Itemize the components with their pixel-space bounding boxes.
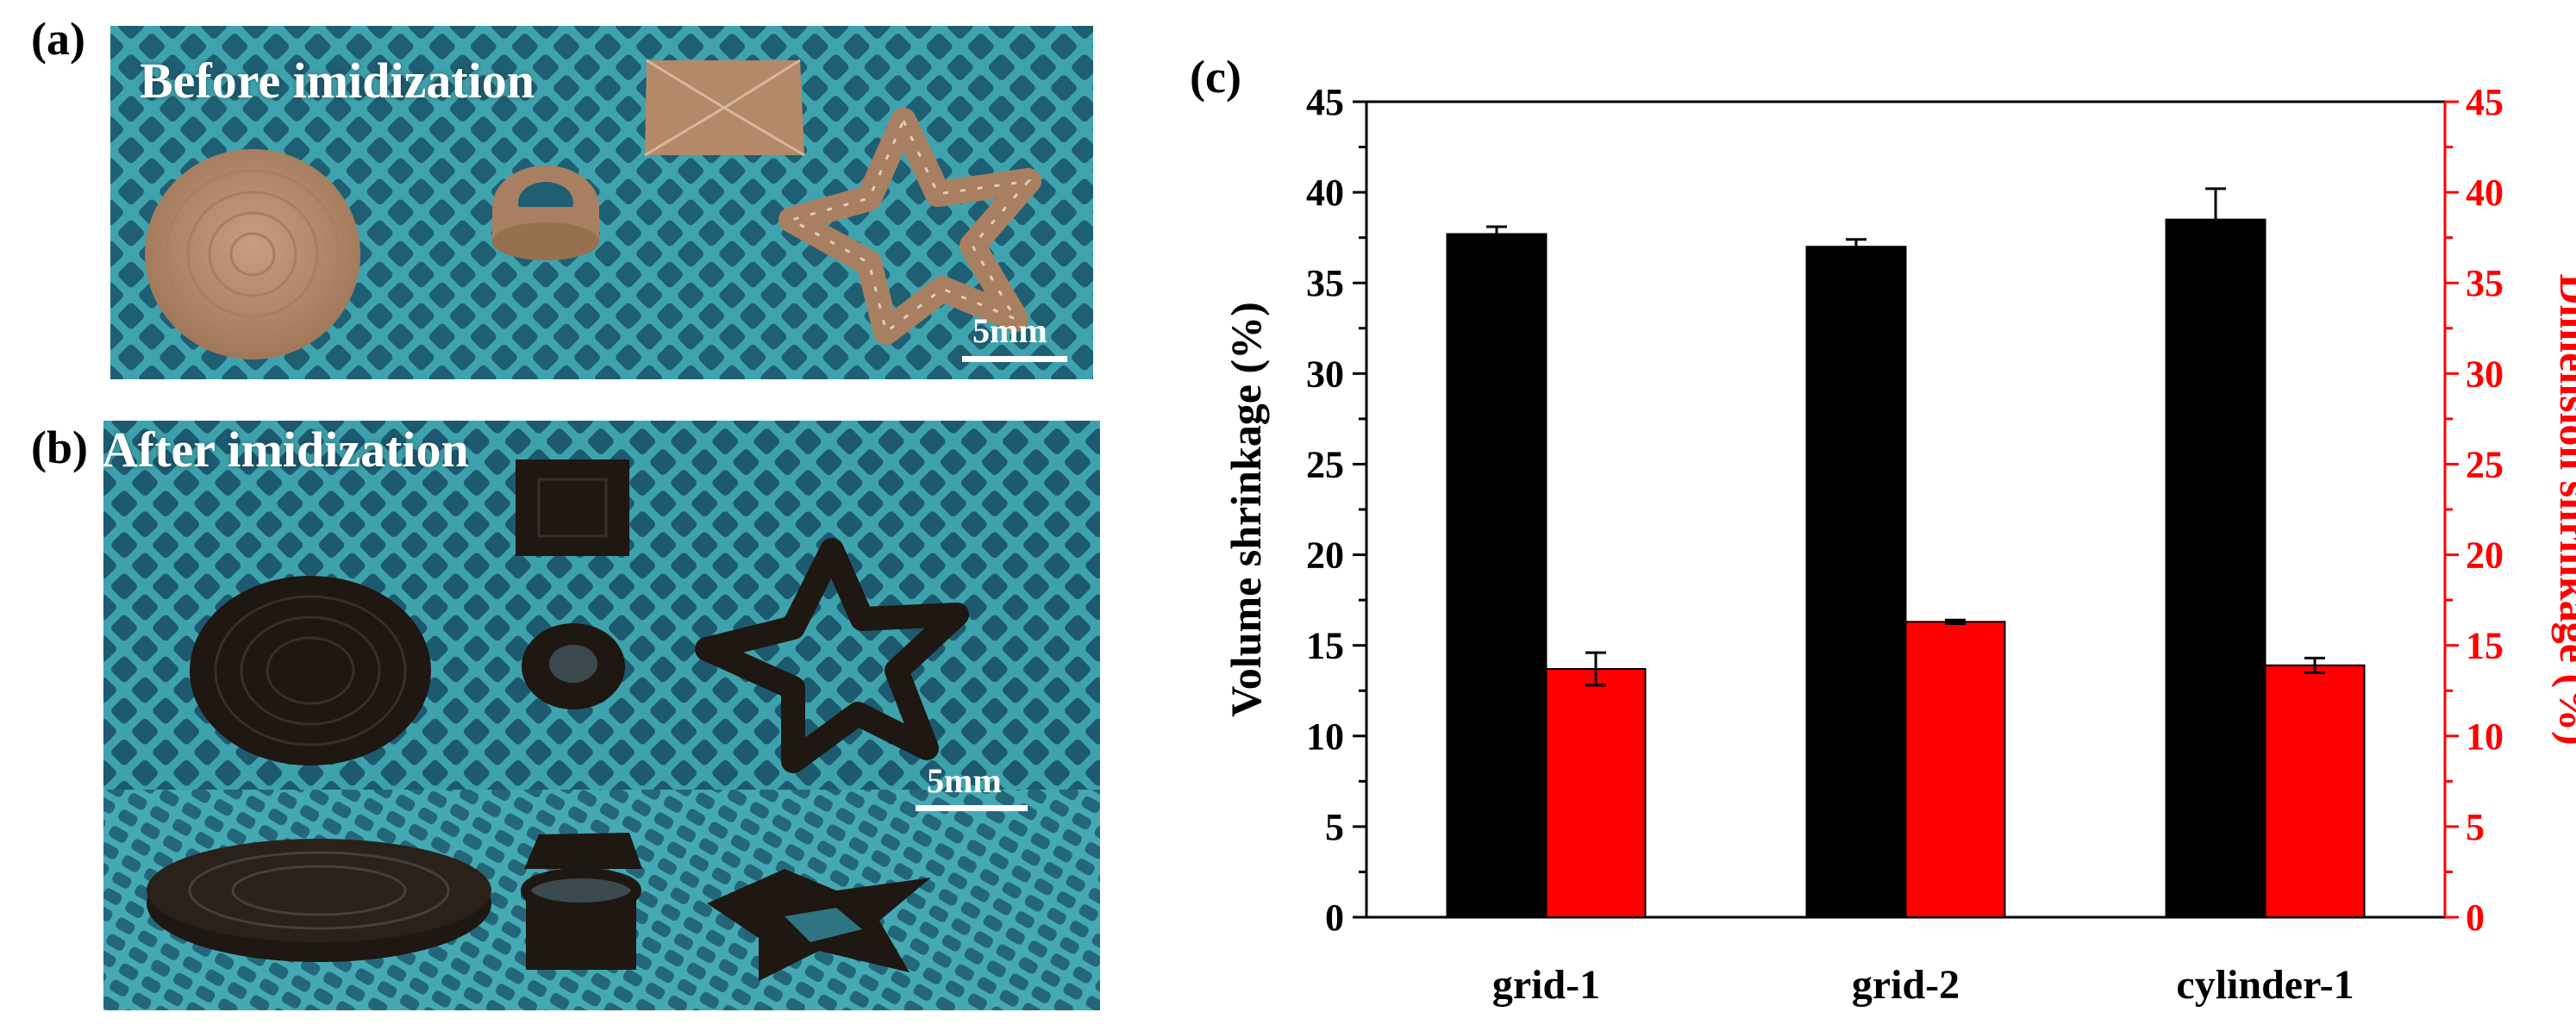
right-tick-label: 15 bbox=[2466, 625, 2504, 667]
pyramid-object-after-top bbox=[516, 459, 629, 556]
right-tick-label: 10 bbox=[2466, 715, 2504, 758]
right-tick-label: 35 bbox=[2466, 262, 2504, 304]
star-object-after-top bbox=[695, 538, 969, 773]
scale-bar-after bbox=[916, 805, 1028, 811]
bar-volume-shrinkage-grid-2 bbox=[1805, 246, 1907, 918]
panel-b-label: (b) bbox=[31, 422, 88, 473]
bar-dimension-shrinkage-grid-2 bbox=[1904, 621, 2006, 918]
star-object-before bbox=[778, 108, 1041, 345]
category-label-cylinder-1: cylinder-1 bbox=[2176, 962, 2354, 1008]
left-tick-label: 45 bbox=[1306, 81, 1344, 123]
right-tick-label: 0 bbox=[2466, 897, 2485, 939]
right-tick-label: 30 bbox=[2466, 353, 2504, 395]
disc-object-before bbox=[145, 149, 360, 359]
star-object-after-side bbox=[707, 869, 931, 981]
photo-before-imidization: Before imidization 5mm bbox=[110, 26, 1093, 379]
panel-a-label: (a) bbox=[31, 13, 85, 65]
bar-volume-shrinkage-cylinder-1 bbox=[2165, 218, 2267, 918]
scale-label-before: 5mm bbox=[972, 311, 1047, 350]
left-tick-label: 20 bbox=[1306, 534, 1344, 577]
photo-after-imidization: After imidization 5mm bbox=[103, 421, 1100, 1010]
left-tick-label: 25 bbox=[1306, 443, 1344, 485]
left-tick-label: 30 bbox=[1306, 353, 1344, 395]
left-tick-label: 15 bbox=[1306, 625, 1344, 667]
left-tick-label: 35 bbox=[1306, 262, 1344, 304]
bar-volume-shrinkage-grid-1 bbox=[1446, 233, 1547, 918]
photo-before-scene bbox=[110, 26, 1093, 379]
pyramid-object-after-side bbox=[524, 833, 642, 869]
right-tick-label: 45 bbox=[2466, 81, 2504, 123]
left-tick-label: 5 bbox=[1325, 806, 1344, 848]
photo-after-scene bbox=[103, 421, 1100, 1010]
disc-object-after-top bbox=[190, 576, 431, 765]
ring-object-before bbox=[492, 166, 599, 260]
caption-after-imidization: After imidization bbox=[103, 422, 469, 478]
left-tick-label: 10 bbox=[1306, 715, 1344, 758]
category-label-grid-1: grid-1 bbox=[1492, 962, 1600, 1008]
ring-object-after-top bbox=[522, 623, 625, 709]
right-tick-label: 25 bbox=[2466, 443, 2504, 485]
left-axis-title: Volume shrinkage (%) bbox=[1222, 302, 1270, 717]
bar-dimension-shrinkage-grid-1 bbox=[1545, 667, 1647, 918]
left-tick-label: 0 bbox=[1325, 897, 1344, 939]
category-label-grid-2: grid-2 bbox=[1852, 962, 1960, 1008]
right-axis-title: Dimension shrinkage (%) bbox=[2551, 273, 2576, 745]
pyramid-object-before bbox=[644, 59, 805, 157]
scale-bar-before bbox=[962, 356, 1067, 362]
caption-before-imidization: Before imidization bbox=[140, 53, 535, 109]
panel-c-label: (c) bbox=[1190, 51, 1241, 103]
bar-dimension-shrinkage-cylinder-1 bbox=[2264, 664, 2366, 919]
left-tick-label: 40 bbox=[1306, 172, 1344, 214]
right-tick-label: 20 bbox=[2466, 534, 2504, 577]
right-tick-label: 40 bbox=[2466, 172, 2504, 214]
ring-object-after-side bbox=[521, 868, 641, 970]
scale-label-after: 5mm bbox=[927, 761, 1002, 800]
disc-object-after-side bbox=[147, 839, 491, 962]
right-tick-label: 5 bbox=[2466, 806, 2485, 848]
